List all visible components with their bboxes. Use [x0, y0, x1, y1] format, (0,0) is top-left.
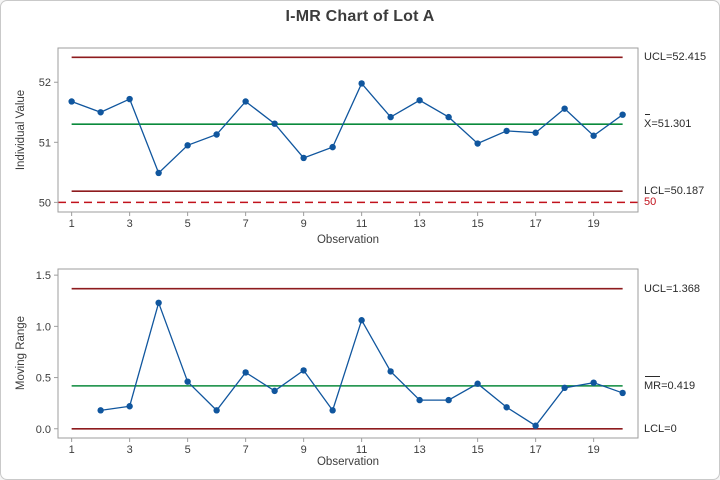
- data-point: [126, 95, 133, 103]
- data-point: [590, 379, 597, 386]
- data-point: [329, 143, 336, 151]
- x-tick-label: 9: [301, 218, 307, 230]
- plot-frame: [57, 47, 639, 213]
- individuals-y-axis-title: Individual Value: [15, 89, 27, 171]
- data-point: [445, 113, 452, 121]
- y-tick-label: 0.0: [36, 424, 51, 436]
- data-point: [271, 387, 278, 395]
- x-tick-label: 13: [414, 218, 426, 230]
- data-point: [213, 131, 220, 138]
- data-point: [561, 105, 568, 112]
- individuals-center-label: X=51.301: [644, 114, 692, 131]
- moving-range-y-axis-title: Moving Range: [15, 315, 27, 391]
- x-tick-label: 13: [414, 444, 426, 456]
- data-point: [271, 120, 278, 127]
- x-tick-label: 7: [243, 444, 249, 456]
- data-point: [474, 140, 481, 147]
- x-tick-label: 3: [127, 218, 133, 230]
- individuals-lcl-label: LCL=50.187: [644, 185, 705, 198]
- y-tick-label: 1.0: [36, 321, 51, 333]
- y-tick-label: 52: [39, 77, 51, 89]
- series-line: [71, 82, 624, 175]
- y-tick-label: 1.5: [36, 270, 51, 282]
- data-point: [213, 407, 220, 414]
- x-tick-label: 5: [185, 444, 191, 456]
- moving-range-lcl-label: LCL=0: [644, 422, 677, 435]
- data-point: [387, 368, 394, 375]
- data-point: [300, 154, 307, 162]
- data-point: [184, 142, 191, 149]
- chart-title: I-MR Chart of Lot A: [285, 8, 435, 25]
- data-point: [242, 98, 249, 105]
- data-point: [300, 367, 307, 374]
- individuals-ucl-label: UCL=52.415: [644, 51, 707, 64]
- y-tick-label: 0.5: [36, 373, 51, 385]
- x-tick-label: 7: [243, 218, 249, 230]
- data-point: [387, 113, 394, 121]
- moving-range-x-axis-title: Observation: [316, 456, 379, 468]
- x-tick-label: 17: [530, 218, 542, 230]
- plot-frame: [57, 268, 639, 439]
- x-tick-label: 19: [588, 444, 600, 456]
- data-point: [155, 299, 162, 306]
- data-point: [97, 407, 104, 414]
- data-point: [619, 111, 626, 118]
- data-point: [474, 380, 481, 387]
- x-tick-label: 11: [356, 444, 367, 456]
- data-point: [68, 98, 75, 105]
- individuals-x-axis-title: Observation: [316, 234, 379, 246]
- data-point: [503, 127, 510, 135]
- x-tick-label: 15: [472, 218, 484, 230]
- data-point: [358, 317, 365, 324]
- data-point: [590, 132, 597, 139]
- y-tick-label: 51: [39, 137, 51, 149]
- mrbar-overline: MR: [644, 375, 662, 392]
- x-tick-label: 15: [472, 444, 484, 456]
- x-tick-label: 9: [301, 444, 307, 456]
- moving-range-ucl-label: UCL=1.368: [644, 282, 700, 295]
- x-tick-label: 11: [356, 218, 367, 230]
- x-tick-label: 19: [588, 218, 600, 230]
- data-point: [503, 404, 510, 411]
- x-tick-label: 1: [69, 444, 75, 456]
- individuals-ref-label: 50: [644, 196, 657, 209]
- data-point: [532, 129, 539, 136]
- data-point: [416, 97, 423, 104]
- data-point: [532, 422, 539, 429]
- data-point: [184, 378, 191, 385]
- x-tick-label: 17: [530, 444, 542, 456]
- data-point: [416, 396, 423, 404]
- data-point: [329, 407, 336, 414]
- moving-range-plot: 1 3 5 7 9 11 13 15 17 190.00.51.01.5: [36, 268, 639, 456]
- data-point: [445, 396, 452, 404]
- data-point: [126, 403, 133, 410]
- data-point: [97, 109, 104, 116]
- data-point: [242, 369, 249, 376]
- y-tick-label: 50: [39, 197, 51, 209]
- moving-range-center-label: MR=0.419: [644, 375, 696, 392]
- x-tick-label: 1: [69, 218, 75, 230]
- x-tick-label: 3: [127, 444, 133, 456]
- data-point: [155, 169, 162, 177]
- data-point: [619, 389, 626, 397]
- data-point: [561, 384, 568, 392]
- xbar-overline: X: [644, 114, 652, 131]
- data-point: [358, 80, 365, 87]
- x-tick-label: 5: [185, 218, 191, 230]
